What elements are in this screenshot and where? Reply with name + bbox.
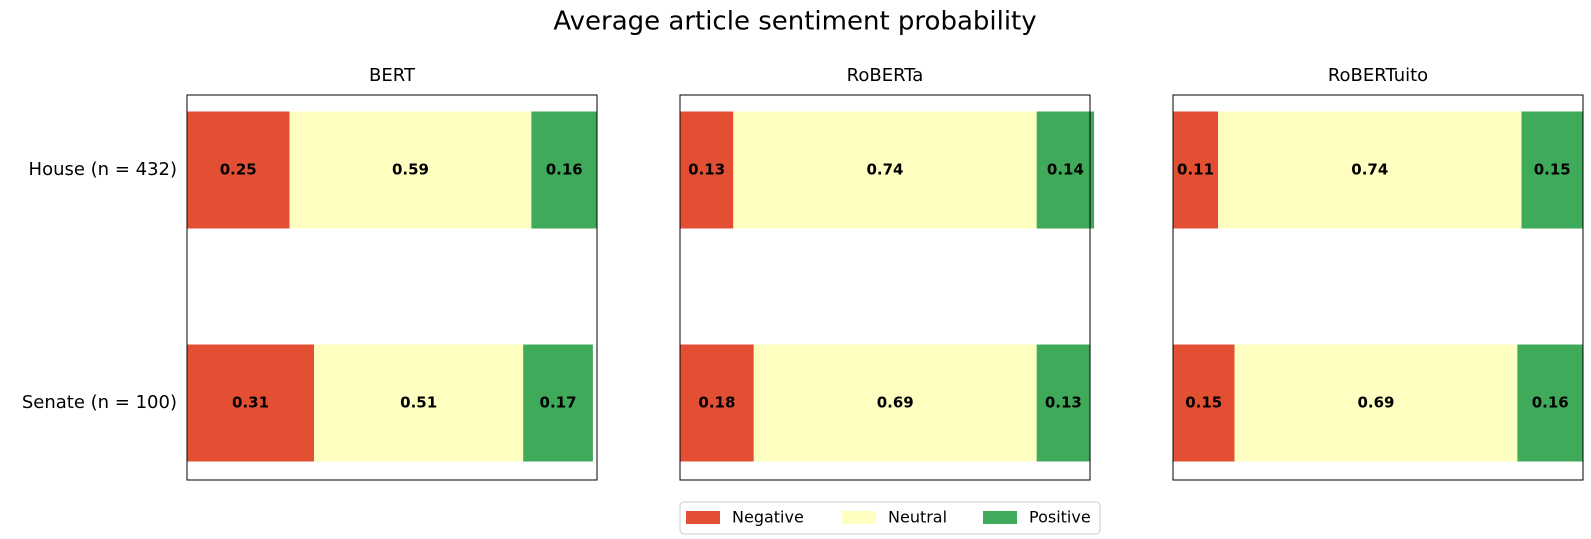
legend-swatch-neutral xyxy=(842,511,876,524)
data-label: 0.17 xyxy=(540,394,577,412)
data-label: 0.59 xyxy=(392,161,429,179)
panel-title: RoBERTuito xyxy=(1328,65,1428,86)
data-label: 0.15 xyxy=(1185,394,1222,412)
data-label: 0.16 xyxy=(546,161,583,179)
legend-label: Negative xyxy=(732,508,804,527)
legend-label: Neutral xyxy=(888,508,947,527)
category-label: House (n = 432) xyxy=(29,159,177,180)
panel-title: BERT xyxy=(369,65,416,86)
bar-neutral-house xyxy=(733,111,1037,229)
legend-frame xyxy=(679,501,1101,535)
bar-neutral-senate xyxy=(753,344,1037,462)
data-label: 0.18 xyxy=(698,394,735,412)
data-label: 0.11 xyxy=(1177,161,1214,179)
data-label: 0.13 xyxy=(1045,394,1082,412)
legend-swatch-positive xyxy=(983,511,1017,524)
bar-neutral-senate xyxy=(1234,344,1518,462)
panel-frame xyxy=(1172,94,1584,481)
bar-negative-house xyxy=(680,111,734,229)
legend-item-negative: Negative xyxy=(686,508,804,527)
bar-neutral-senate xyxy=(314,344,524,462)
data-label: 0.69 xyxy=(877,394,914,412)
panel-robertuito: RoBERTuito 0.11 0.74 0.15 0.15 0.69 0.16 xyxy=(1172,65,1584,481)
bar-negative-senate xyxy=(1173,344,1235,462)
bar-positive-senate xyxy=(1517,344,1583,462)
panel-bert: BERT 0.25 0.59 0.16 0.31 0.51 0.17 xyxy=(186,65,598,481)
chart-title: Average article sentiment probability xyxy=(553,7,1036,37)
data-label: 0.74 xyxy=(866,161,903,179)
bar-negative-senate xyxy=(680,344,754,462)
data-label: 0.69 xyxy=(1357,394,1394,412)
panel-title: RoBERTa xyxy=(847,65,924,86)
bar-negative-house xyxy=(1173,111,1219,229)
data-label: 0.51 xyxy=(400,394,437,412)
bar-positive-senate xyxy=(1036,344,1090,462)
bar-negative-senate xyxy=(187,344,315,462)
bar-positive-senate xyxy=(523,344,593,462)
panel-roberta: RoBERTa 0.13 0.74 0.14 0.18 0.69 0.13 xyxy=(679,65,1095,481)
data-label: 0.13 xyxy=(688,161,725,179)
bar-positive-house xyxy=(531,111,597,229)
bar-neutral-house xyxy=(1218,111,1522,229)
bar-negative-house xyxy=(187,111,290,229)
chart-legend: Negative Neutral Positive xyxy=(679,501,1101,535)
data-label: 0.74 xyxy=(1351,161,1388,179)
bar-neutral-house xyxy=(289,111,532,229)
chart-panels: BERT 0.25 0.59 0.16 0.31 0.51 0.17 RoBERTa 0.13 0… xyxy=(186,65,1584,481)
data-label: 0.14 xyxy=(1047,161,1084,179)
panel-frame xyxy=(186,94,598,481)
data-label: 0.31 xyxy=(232,394,269,412)
panel-frame xyxy=(679,94,1091,481)
legend-swatch-negative xyxy=(686,511,720,524)
data-label: 0.16 xyxy=(1532,394,1569,412)
legend-item-positive: Positive xyxy=(983,508,1091,527)
category-labels: House (n = 432) Senate (n = 100) xyxy=(22,159,177,413)
bar-positive-house xyxy=(1521,111,1583,229)
legend-label: Positive xyxy=(1029,508,1091,527)
data-label: 0.15 xyxy=(1534,161,1571,179)
category-label: Senate (n = 100) xyxy=(22,392,177,413)
data-label: 0.25 xyxy=(220,161,257,179)
bar-positive-house xyxy=(1036,111,1095,229)
legend-item-neutral: Neutral xyxy=(842,508,947,527)
